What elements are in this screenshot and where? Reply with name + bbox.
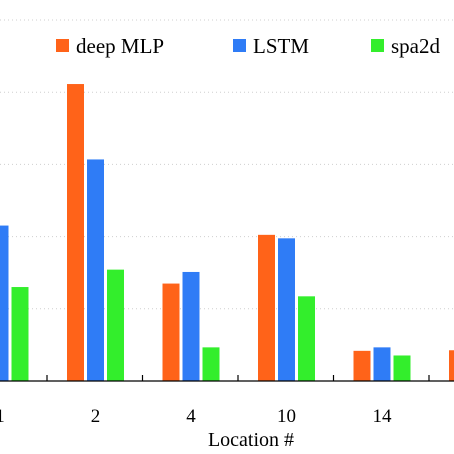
bar-spa2d-10 [298, 296, 315, 381]
x-ticks: 124101417 [0, 375, 430, 427]
bars [0, 84, 454, 381]
x-axis-title: Location # [208, 429, 294, 451]
x-tick-label: 10 [277, 406, 296, 427]
x-tick-label: 4 [186, 406, 196, 427]
legend-label: deep MLP [76, 34, 164, 58]
x-tick-label: 14 [373, 406, 393, 427]
bar-deep-mlp-14 [353, 350, 371, 381]
bar-lstm-4 [182, 271, 200, 381]
bar-spa2d-2 [107, 269, 124, 381]
bar-lstm-10 [278, 238, 295, 381]
bar-deep-mlp-10 [258, 234, 275, 381]
bar-spa2d-4 [202, 347, 220, 381]
bar-deep-mlp-2 [67, 84, 84, 381]
bar-lstm-1 [0, 225, 9, 381]
legend-swatch-lstm [233, 39, 246, 52]
bar-lstm-14 [373, 347, 391, 381]
legend: deep MLP LSTM spa2d [56, 34, 440, 58]
bar-lstm-2 [87, 159, 104, 381]
legend-swatch-spa2d [371, 39, 384, 52]
legend-label: LSTM [253, 34, 309, 58]
bar-deep-mlp-17 [449, 350, 454, 381]
x-tick-label: 1 [0, 406, 5, 427]
legend-swatch-deep-mlp [56, 39, 69, 52]
bar-spa2d-14 [393, 355, 411, 381]
bar-spa2d-1 [11, 287, 29, 381]
x-tick-label: 2 [91, 406, 101, 427]
bar-deep-mlp-4 [162, 283, 180, 381]
legend-label: spa2d [391, 34, 440, 58]
